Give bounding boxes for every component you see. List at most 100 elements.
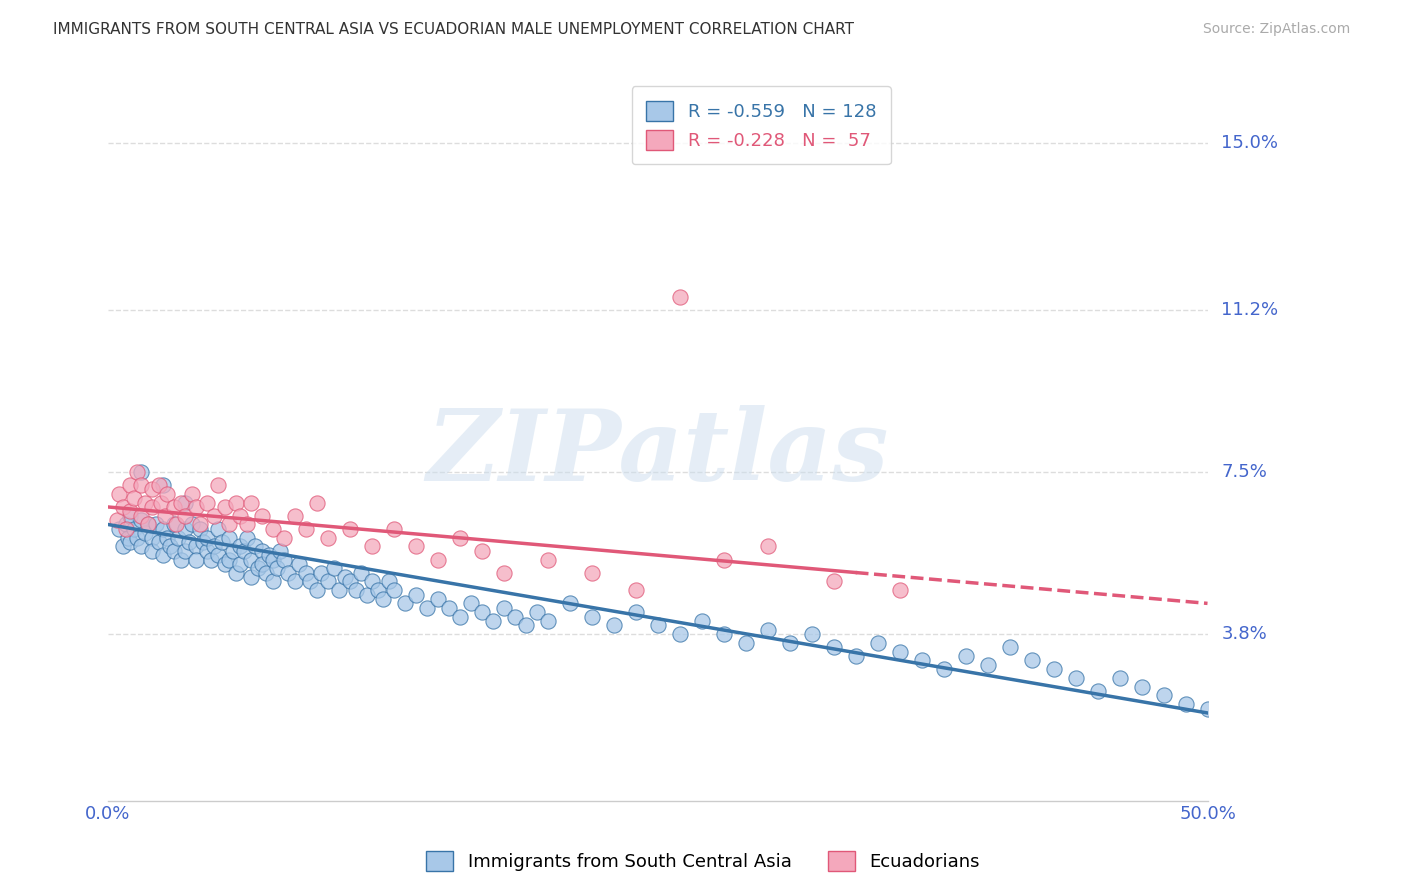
- Point: [1064, 671, 1087, 685]
- Point: [273, 531, 295, 545]
- Point: [339, 522, 361, 536]
- Text: 11.2%: 11.2%: [1222, 301, 1278, 318]
- Point: [152, 478, 174, 492]
- Point: [756, 540, 779, 554]
- Point: [156, 487, 179, 501]
- Point: [378, 574, 401, 589]
- Point: [647, 618, 669, 632]
- Point: [382, 522, 405, 536]
- Point: [346, 583, 368, 598]
- Point: [202, 540, 225, 554]
- Point: [339, 574, 361, 589]
- Point: [734, 636, 756, 650]
- Point: [245, 540, 267, 554]
- Point: [195, 531, 218, 545]
- Point: [254, 566, 277, 580]
- Point: [382, 583, 405, 598]
- Point: [125, 465, 148, 479]
- Point: [311, 566, 333, 580]
- Point: [165, 517, 187, 532]
- Point: [976, 657, 998, 672]
- Point: [163, 543, 186, 558]
- Point: [537, 552, 560, 566]
- Point: [174, 543, 197, 558]
- Point: [299, 574, 322, 589]
- Point: [492, 600, 515, 615]
- Point: [184, 540, 207, 554]
- Point: [360, 540, 382, 554]
- Point: [118, 508, 141, 523]
- Point: [257, 548, 280, 562]
- Point: [124, 522, 146, 536]
- Point: [800, 627, 823, 641]
- Point: [233, 543, 256, 558]
- Point: [207, 548, 229, 562]
- Point: [222, 543, 245, 558]
- Point: [207, 478, 229, 492]
- Point: [668, 627, 690, 641]
- Point: [1021, 653, 1043, 667]
- Point: [515, 618, 537, 632]
- Point: [169, 495, 191, 509]
- Point: [184, 500, 207, 514]
- Point: [218, 552, 240, 566]
- Point: [449, 531, 471, 545]
- Point: [180, 487, 202, 501]
- Point: [207, 522, 229, 536]
- Point: [225, 495, 247, 509]
- Point: [250, 508, 273, 523]
- Point: [200, 552, 222, 566]
- Point: [262, 574, 284, 589]
- Point: [152, 548, 174, 562]
- Text: 7.5%: 7.5%: [1222, 463, 1267, 481]
- Point: [169, 552, 191, 566]
- Point: [1197, 701, 1219, 715]
- Point: [295, 522, 318, 536]
- Point: [195, 543, 218, 558]
- Point: [1153, 689, 1175, 703]
- Point: [141, 531, 163, 545]
- Point: [125, 531, 148, 545]
- Point: [889, 644, 911, 658]
- Point: [284, 574, 307, 589]
- Point: [188, 522, 211, 536]
- Point: [141, 543, 163, 558]
- Point: [1042, 662, 1064, 676]
- Point: [492, 566, 515, 580]
- Point: [167, 531, 190, 545]
- Point: [823, 640, 845, 655]
- Point: [526, 605, 548, 619]
- Point: [214, 500, 236, 514]
- Point: [277, 566, 299, 580]
- Point: [145, 517, 167, 532]
- Point: [105, 513, 128, 527]
- Point: [955, 648, 977, 663]
- Point: [910, 653, 932, 667]
- Point: [152, 522, 174, 536]
- Point: [503, 609, 526, 624]
- Point: [288, 557, 311, 571]
- Point: [482, 614, 505, 628]
- Point: [114, 522, 136, 536]
- Point: [756, 623, 779, 637]
- Point: [471, 543, 494, 558]
- Point: [1174, 697, 1197, 711]
- Point: [335, 570, 357, 584]
- Point: [932, 662, 955, 676]
- Point: [174, 522, 197, 536]
- Point: [668, 289, 690, 303]
- Point: [295, 566, 318, 580]
- Point: [114, 517, 136, 532]
- Point: [134, 526, 156, 541]
- Point: [129, 478, 152, 492]
- Legend: R = -0.559   N = 128, R = -0.228   N =  57: R = -0.559 N = 128, R = -0.228 N = 57: [631, 87, 890, 164]
- Point: [141, 500, 163, 514]
- Point: [118, 478, 141, 492]
- Point: [350, 566, 373, 580]
- Point: [129, 465, 152, 479]
- Point: [323, 561, 346, 575]
- Point: [225, 566, 247, 580]
- Point: [250, 543, 273, 558]
- Point: [603, 618, 626, 632]
- Point: [998, 640, 1021, 655]
